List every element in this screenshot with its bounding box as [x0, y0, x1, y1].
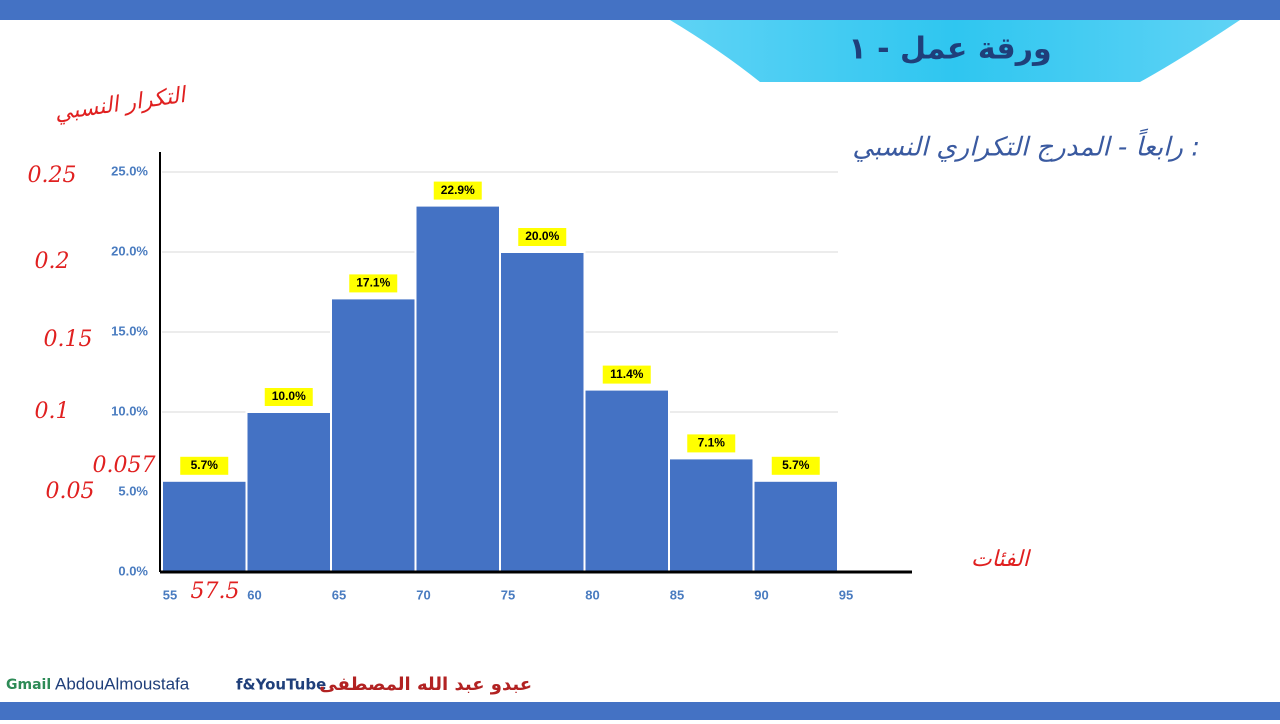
author: عبدو عبد الله المصطفى	[319, 674, 532, 695]
x-tick-label: 65	[332, 587, 346, 602]
value-label-bg	[771, 456, 820, 475]
x-tick-label: 85	[670, 587, 684, 602]
bar	[245, 411, 332, 573]
value-label: 22.9%	[441, 183, 475, 197]
bar	[668, 457, 755, 573]
value-label: 10.0%	[272, 389, 306, 403]
value-label: 20.0%	[525, 229, 559, 243]
handwritten-annotation: الفئات	[971, 547, 1032, 572]
x-tick-label: 60	[247, 587, 261, 602]
value-label-bg	[687, 434, 736, 453]
handwritten-annotation: التكرار النسبي	[53, 83, 190, 126]
handwritten-annotation: 0.057	[93, 453, 156, 478]
handwritten-annotation: 0.05	[46, 479, 95, 504]
handwritten-annotation: 0.25	[28, 163, 77, 188]
bar	[161, 479, 248, 573]
value-label-bg	[349, 274, 398, 293]
value-label: 5.7%	[782, 458, 810, 472]
handwritten-annotation: 57.5	[191, 579, 240, 604]
bar	[414, 204, 501, 573]
y-tick-label: 0.0%	[118, 563, 148, 578]
y-tick-label: 5.0%	[118, 483, 148, 498]
value-label-bg	[264, 388, 313, 406]
y-tick-label: 15.0%	[111, 323, 148, 338]
title: ورقة عمل - ١	[848, 32, 1051, 67]
social: f&YouTube	[236, 676, 326, 694]
email-label: Gmail	[6, 677, 51, 693]
handwritten-annotation: 0.1	[35, 399, 70, 424]
handwritten-annotation: 0.2	[35, 249, 70, 274]
bar	[583, 388, 670, 573]
y-tick-label: 25.0%	[111, 163, 148, 178]
x-tick-label: 90	[754, 587, 768, 602]
handle: AbdouAlmoustafa	[55, 674, 190, 693]
bar	[499, 251, 586, 573]
subtitle: رابعاً - المدرج التكراري النسبي :	[852, 128, 1200, 163]
value-label-bg	[518, 228, 567, 246]
chart: 0.0% 5.0% 10.0% 15.0% 20.0% 25.0% 55 60 65 70 75 80…	[28, 83, 1032, 604]
x-tick-label: 55	[163, 587, 177, 602]
value-label: 11.4%	[610, 367, 644, 381]
bar	[752, 479, 839, 573]
x-tick-label: 80	[585, 587, 599, 602]
top-bar	[0, 0, 1280, 20]
handwritten-annotation: 0.15	[44, 327, 93, 352]
y-tick-label: 20.0%	[111, 243, 148, 258]
x-tick-label: 95	[839, 587, 853, 602]
x-tick-label: 75	[501, 587, 515, 602]
bottom-bar	[0, 702, 1280, 720]
bar	[330, 297, 417, 573]
x-tick-label: 70	[416, 587, 430, 602]
value-label: 5.7%	[191, 458, 219, 472]
value-label: 17.1%	[356, 276, 390, 290]
value-label-bg	[433, 181, 482, 200]
value-label-bg	[180, 456, 229, 475]
value-label-bg	[602, 365, 651, 384]
title-banner	[670, 20, 1240, 82]
y-tick-label: 10.0%	[111, 403, 148, 418]
value-label: 7.1%	[698, 436, 726, 450]
